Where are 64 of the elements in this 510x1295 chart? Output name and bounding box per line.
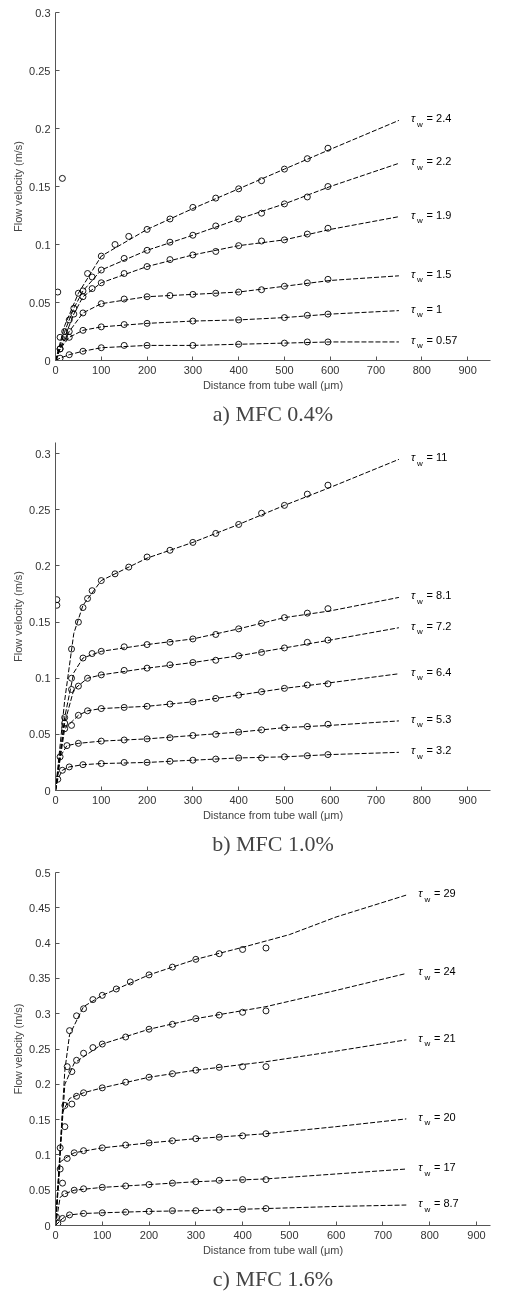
x-tick-label: 600 [321,793,340,806]
x-axis-title: Distance from tube wall (μm) [202,1243,344,1256]
x-tick-label: 900 [458,793,477,806]
x-tick-label: 500 [275,793,294,806]
x-tick-label: 500 [280,1228,299,1241]
text: b) MFC 1.0% [212,830,334,856]
y-tick-label: 0.45 [29,901,51,914]
y-tick-label: 0.2 [35,1078,51,1091]
y-tick-label: 0.3 [35,6,51,19]
y-tick-label: 0.1 [35,238,51,251]
x-tick-label: 800 [412,793,431,806]
y-tick-label: 0.5 [35,866,51,879]
x-tick-label: 300 [183,363,203,376]
y-tick-label: 0.15 [29,616,51,629]
x-tick-label: 700 [373,1228,393,1241]
x-tick-label: 200 [137,363,157,376]
y-tick-label: 0 [44,1219,51,1232]
x-tick-label: 600 [326,1228,346,1241]
x-tick-label: 400 [229,793,248,806]
y-tick-label: 0.3 [35,447,51,460]
y-tick-label: 0.2 [35,122,51,135]
x-tick-label: 400 [229,363,248,376]
y-tick-label: 0.15 [29,180,51,193]
x-tick-label: 700 [366,793,386,806]
x-axis-title: Distance from tube wall (μm) [202,378,344,391]
y-tick-label: 0.2 [35,559,51,572]
x-tick-label: 300 [186,1228,206,1241]
x-tick-label: 900 [467,1228,486,1241]
y-tick-label: 0.3 [35,1007,51,1020]
x-tick-label: 100 [93,1228,112,1241]
x-tick-label: 200 [137,793,157,806]
x-tick-label: 800 [420,1228,439,1241]
y-tick-label: 0 [44,784,51,797]
y-tick-label: 0.05 [29,728,51,741]
x-tick-label: 700 [366,363,386,376]
x-tick-label: 0 [52,793,59,806]
y-tick-label: 0.1 [35,1148,51,1161]
x-axis-title: Distance from tube wall (μm) [202,808,344,821]
y-tick-label: 0.25 [29,503,51,516]
y-tick-label: 0.15 [29,1113,51,1126]
x-tick-label: 500 [275,363,294,376]
x-tick-label: 400 [233,1228,252,1241]
x-tick-label: 300 [183,793,203,806]
x-tick-label: 900 [458,363,477,376]
x-tick-label: 0 [52,1228,59,1241]
y-tick-label: 0.4 [35,937,51,950]
x-tick-label: 100 [92,363,111,376]
y-axis-title: Flow velocity (m/s) [12,140,25,233]
y-axis-title: Flow velocity (m/s) [12,1003,25,1095]
y-tick-label: 0.25 [29,64,51,77]
y-tick-label: 0.05 [29,296,51,309]
y-tick-label: 0.05 [29,1184,51,1197]
x-tick-label: 600 [321,363,340,376]
text: c) MFC 1.6% [212,1265,334,1291]
y-tick-label: 0.1 [35,672,51,685]
x-tick-label: 0 [52,363,59,376]
x-tick-label: 800 [412,363,431,376]
y-tick-label: 0.25 [29,1043,51,1055]
x-tick-label: 200 [139,1228,159,1241]
x-tick-label: 100 [92,793,111,806]
text: a) MFC 0.4% [212,400,334,426]
y-axis-title: Flow velocity (m/s) [12,570,25,663]
y-tick-label: 0 [44,354,51,367]
y-tick-label: 0.35 [29,972,51,985]
